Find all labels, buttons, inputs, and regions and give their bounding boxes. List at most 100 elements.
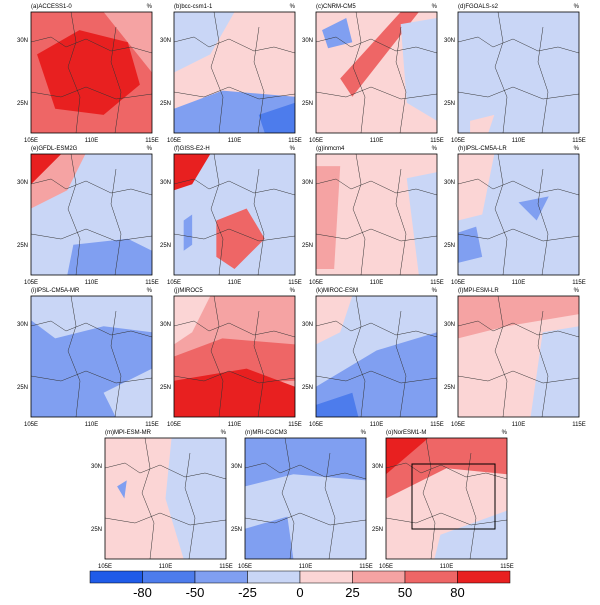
border-line — [457, 153, 580, 276]
border-line — [244, 437, 367, 560]
unit-label: % — [147, 4, 153, 10]
lat-label: 30N — [302, 322, 313, 328]
lon-label: 110E — [85, 280, 99, 286]
lat-label: 25N — [160, 243, 171, 249]
panel-frame — [457, 153, 580, 276]
lon-label: 105E — [24, 280, 38, 286]
border-line — [30, 295, 153, 418]
panel-label: (a)ACCESS1-0 — [31, 4, 72, 10]
panel-frame — [173, 295, 296, 418]
lon-label: 105E — [167, 138, 181, 144]
map-field — [117, 480, 127, 499]
colorbar-label: 25 — [345, 585, 359, 600]
lon-label: 110E — [512, 280, 526, 286]
lon-label: 105E — [309, 422, 323, 428]
border-line — [315, 11, 438, 134]
map-field — [458, 226, 483, 263]
unit-label: % — [147, 288, 153, 294]
panel-label: (d)FGOALS-s2 — [458, 4, 499, 10]
map-field — [174, 296, 211, 345]
lon-label: 115E — [145, 422, 159, 428]
map-field — [174, 338, 295, 387]
map-field — [245, 438, 366, 487]
lon-label: 110E — [512, 138, 526, 144]
map-field — [316, 392, 359, 417]
lon-label: 115E — [219, 564, 233, 570]
colorbar-label: -50 — [186, 585, 205, 600]
unit-label: % — [147, 146, 153, 152]
lon-label: 110E — [159, 564, 173, 570]
border-line — [457, 11, 580, 134]
panel-label: (i)IPSL-CM5A-MR — [31, 288, 80, 294]
panel-label: (g)inmcm4 — [316, 146, 345, 152]
map-panel: (d)FGOALS-s2 % 30N 25N 105E 110E 115E — [444, 4, 586, 144]
panel-label: (f)GISS-E2-H — [174, 146, 210, 152]
border-line — [173, 295, 296, 418]
lon-label: 115E — [288, 138, 302, 144]
map-field — [103, 368, 152, 417]
lat-label: 25N — [444, 101, 455, 107]
map-panel: (h)IPSL-CM5A-LR % 30N 25N 105E 110E 115E — [444, 146, 586, 286]
lon-label: 105E — [167, 422, 181, 428]
panel-frame — [315, 153, 438, 276]
colorbar-swatch — [352, 570, 406, 584]
map-field — [386, 438, 507, 499]
border-line — [104, 437, 227, 560]
map-field — [37, 30, 140, 115]
map-field — [316, 166, 341, 269]
lat-label: 30N — [302, 38, 313, 44]
map-panel: (l)MPI-ESM-LR % 30N 25N 105E 110E 115E — [444, 288, 586, 428]
panel-label: (k)MIROC-ESM — [316, 288, 358, 294]
lon-label: 110E — [228, 138, 242, 144]
map-field — [245, 516, 294, 559]
map-panel: (n)MRI-CGCM3 % 30N 25N 105E 110E 115E — [231, 430, 373, 570]
colorbar-label: 0 — [296, 585, 303, 600]
unit-label: % — [574, 146, 580, 152]
panel-label: (n)MRI-CGCM3 — [245, 430, 288, 436]
map-field — [31, 154, 62, 185]
border-line — [30, 153, 153, 276]
unit-label: % — [290, 288, 296, 294]
lon-label: 115E — [572, 422, 586, 428]
panel-label: (e)GFDL-ESM2G — [31, 146, 78, 152]
map-panel: (a)ACCESS1-0 % 30N 25N 105E 110E 115E — [17, 4, 159, 144]
map-field — [316, 296, 353, 345]
map-field — [183, 214, 193, 251]
colorbar-swatch — [142, 570, 196, 584]
lon-label: 110E — [370, 422, 384, 428]
lat-label: 25N — [372, 527, 383, 533]
lon-label: 115E — [572, 280, 586, 286]
map-panel: (c)CNRM-CM5 % 30N 25N 105E 110E 115E — [302, 4, 444, 144]
map-field — [216, 208, 265, 269]
panel-frame — [30, 295, 153, 418]
panel-frame — [244, 437, 367, 560]
border-line — [173, 11, 296, 134]
colorbar-label: 80 — [450, 585, 464, 600]
lon-label: 105E — [451, 138, 465, 144]
lat-label: 30N — [17, 38, 28, 44]
lat-label: 30N — [160, 180, 171, 186]
lon-label: 105E — [238, 564, 252, 570]
lon-label: 115E — [288, 280, 302, 286]
lon-label: 105E — [379, 564, 393, 570]
lon-label: 110E — [370, 138, 384, 144]
border-line — [30, 11, 153, 134]
lat-label: 30N — [444, 322, 455, 328]
border-line — [315, 295, 438, 418]
unit-label: % — [502, 430, 508, 436]
lon-label: 110E — [370, 280, 384, 286]
panel-label: (j)MIROC5 — [174, 288, 203, 294]
lon-label: 115E — [500, 564, 514, 570]
lat-label: 30N — [160, 38, 171, 44]
lon-label: 105E — [24, 422, 38, 428]
lat-label: 25N — [17, 243, 28, 249]
lat-label: 25N — [17, 385, 28, 391]
map-panel: (m)MPI-ESM-MR % 30N 25N 105E 110E 115E — [91, 430, 233, 570]
unit-label: % — [432, 288, 438, 294]
unit-label: % — [574, 288, 580, 294]
lon-label: 115E — [288, 422, 302, 428]
map-field — [174, 12, 235, 73]
map-field — [258, 102, 295, 133]
panel-label: (c)CNRM-CM5 — [316, 4, 356, 10]
inset-box — [411, 463, 496, 530]
